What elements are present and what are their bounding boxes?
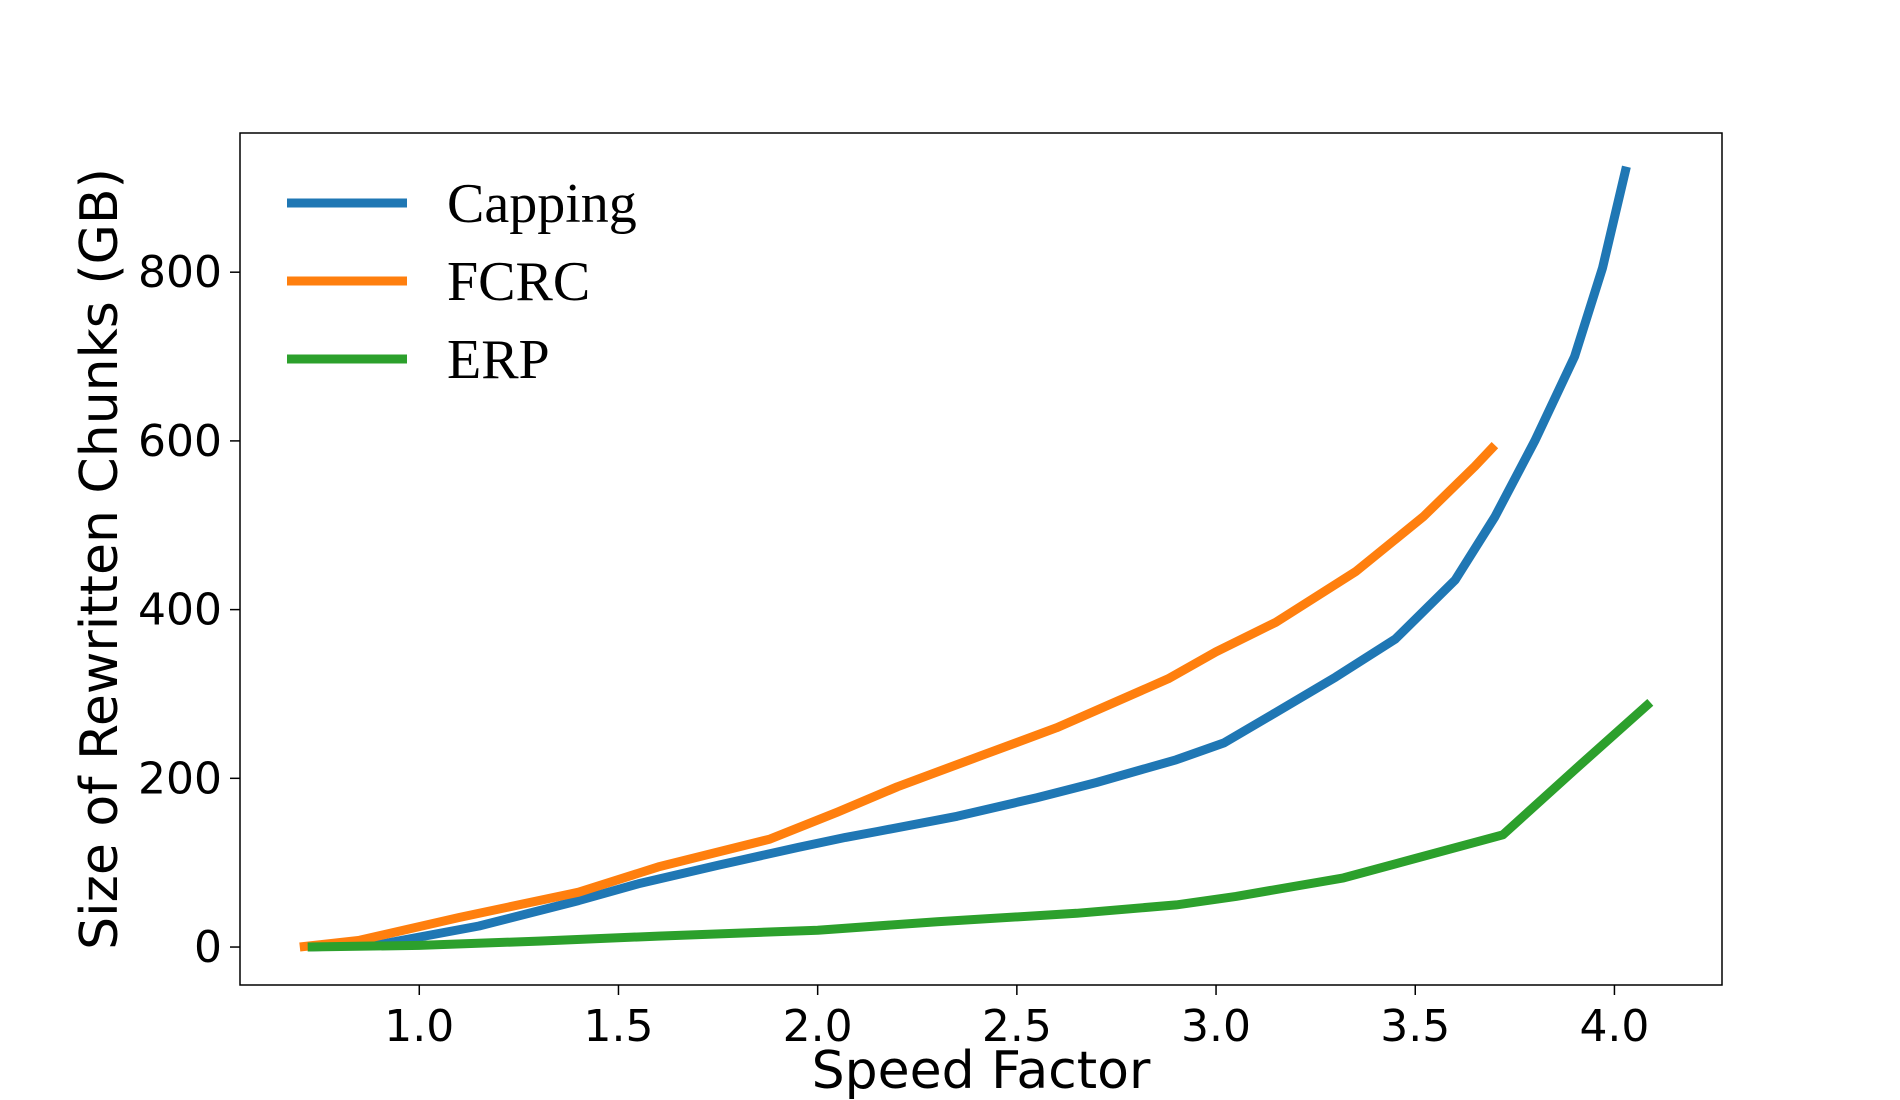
y-tick-label: 400 xyxy=(138,585,222,636)
legend-label-fcrc: FCRC xyxy=(447,251,590,313)
legend: Capping FCRC ERP xyxy=(287,173,637,391)
x-tick-label: 3.0 xyxy=(1181,1001,1251,1052)
series-line-capping xyxy=(307,165,1631,952)
y-tick-label: 800 xyxy=(138,247,222,298)
plot-area-frame xyxy=(239,132,1723,986)
series-layer xyxy=(299,165,1654,952)
series-line-erp xyxy=(307,699,1654,952)
legend-label-erp: ERP xyxy=(447,329,550,391)
legend-label-capping: Capping xyxy=(447,173,637,235)
y-tick-label: 600 xyxy=(138,416,222,467)
x-tick-label: 4.0 xyxy=(1579,1001,1649,1052)
y-tick-label: 200 xyxy=(138,753,222,804)
x-tick-label: 3.5 xyxy=(1380,1001,1450,1052)
series-line-fcrc xyxy=(299,442,1499,952)
y-axis-label: Size of Rewritten Chunks (GB) xyxy=(70,168,130,950)
x-axis-label: Speed Factor xyxy=(812,1041,1151,1100)
x-axis-ticks: 1.0 1.5 2.0 2.5 3.0 3.5 4.0 xyxy=(384,985,1649,1052)
x-tick-label: 1.5 xyxy=(583,1001,653,1052)
y-tick-label: 0 xyxy=(194,922,222,973)
x-tick-label: 2.0 xyxy=(783,1001,853,1052)
x-tick-label: 2.5 xyxy=(982,1001,1052,1052)
x-tick-label: 1.0 xyxy=(384,1001,454,1052)
y-axis-ticks: 0 200 400 600 800 xyxy=(138,247,240,973)
